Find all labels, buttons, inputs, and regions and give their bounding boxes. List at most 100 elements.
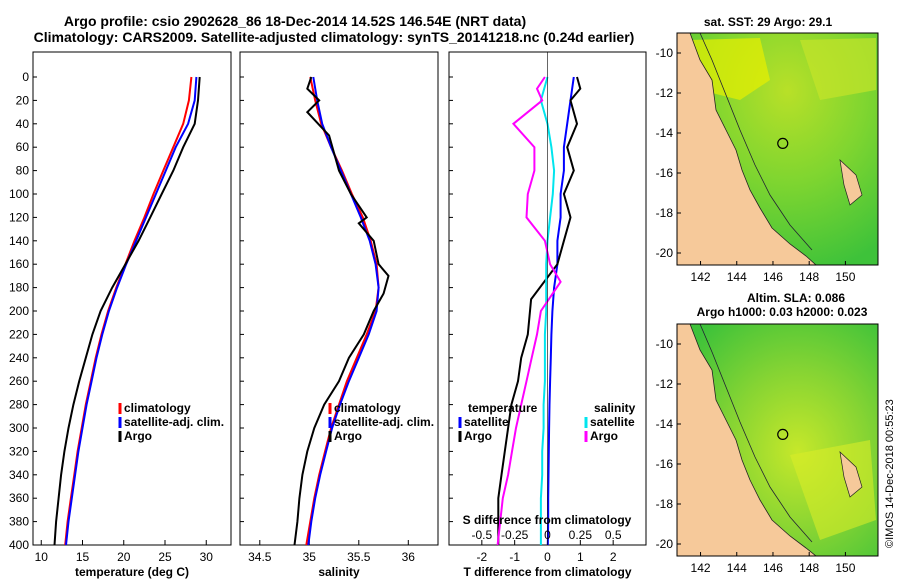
sst-map-lon-tick-label: 144 [727,270,747,284]
sst-reef-island [839,159,863,206]
differences-x-tick-label: 2 [610,550,617,564]
depth-tick-label: 100 [9,187,29,201]
sst-map-lat-tick-label: -18 [656,206,674,220]
diff-salinity-tick-label: 0.25 [569,528,593,542]
diff-salinity-tick-label: 0 [544,528,551,542]
differences-series-temperature-satellite [546,76,575,546]
depth-tick-label: 360 [9,491,29,505]
figure-title-line-1: Argo profile: csio 2902628_86 18-Dec-201… [64,13,526,29]
sla-map-lon-tick-label: 150 [835,561,855,575]
sla-argo-position-marker [777,428,789,440]
sst-depth-contour [699,33,813,251]
legend-label: climatology [124,401,191,415]
depth-tick-label: 120 [9,210,29,224]
depth-tick-label: 160 [9,257,29,271]
legend-label: satellite-adj. clim. [124,415,224,429]
sla-map-lat-tick-label: -18 [656,497,674,511]
depth-tick-label: 0 [22,70,29,84]
salinity-frame [239,51,439,546]
depth-tick-label: 280 [9,398,29,412]
sla-map-lat-tick-label: -12 [656,377,674,391]
sla-map-lat-tick-label: -20 [656,537,674,551]
sst-map-lat-tick-label: -20 [656,246,674,260]
temperature-x-tick-label: 10 [35,550,49,564]
legend-label: Argo [334,429,362,443]
depth-tick-label: 60 [16,140,30,154]
sla-map-frame [676,323,879,557]
differences-series-temperature-argo [497,76,582,545]
depth-tick-label: 180 [9,281,29,295]
sst-map-lon-tick-label: 148 [799,270,819,284]
sla-map-lon-tick-label: 142 [691,561,711,575]
sla-map-lon-tick-label: 146 [763,561,783,575]
differences-x-tick-label: 0 [544,550,551,564]
depth-tick-label: 260 [9,374,29,388]
legend-label: Argo [124,429,152,443]
differences-x-tick-label: 1 [577,550,584,564]
diff-salinity-tick-label: 0.5 [605,528,622,542]
sla-map-title-line-2: Argo h1000: 0.03 h2000: 0.023 [697,305,868,319]
depth-tick-label: 320 [9,444,29,458]
depth-tick-label: 200 [9,304,29,318]
differences-series-salinity-satellite [539,76,556,545]
sla-map-lat-tick-label: -10 [656,337,674,351]
sla-map-title-line-1: Altim. SLA: 0.086 [747,291,845,305]
sst-map-lon-tick-label: 142 [691,270,711,284]
temperature-series-satellite-adj-clim- [65,76,198,546]
sst-map-title: sat. SST: 29 Argo: 29.1 [704,15,833,29]
temperature-series-argo [53,76,201,546]
depth-tick-label: 40 [16,117,30,131]
sla-map-lat-tick-label: -16 [656,457,674,471]
temperature-x-tick-label: 25 [158,550,172,564]
legend-label: climatology [334,401,401,415]
sst-map-lon-tick-label: 150 [835,270,855,284]
sla-map-lon-tick-label: 148 [799,561,819,575]
diff-legend-temperature-title: temperature [468,401,538,415]
difference-profile-panel: -2 -1 0 1 2T difference from climatology S di… [448,51,647,579]
temperature-x-tick-label: 20 [117,550,131,564]
differences-x-axis-label: T difference from climatology [463,565,631,579]
depth-tick-label: 340 [9,468,29,482]
figure-title-line-2: Climatology: CARS2009. Satellite-adjuste… [34,29,635,45]
diff-salinity-tick-label: -0.5 [471,528,492,542]
sst-map-lat-tick-label: -12 [656,86,674,100]
salinity-x-tick-label: 36 [402,550,416,564]
sst-map-lat-tick-label: -14 [656,126,674,140]
temperature-frame [32,51,232,546]
depth-tick-label: 400 [9,538,29,552]
sst-map-lat-tick-label: -10 [656,46,674,60]
salinity-x-axis-label: salinity [318,565,360,579]
sla-map-lat-tick-label: -14 [656,417,674,431]
depth-tick-label: 140 [9,234,29,248]
depth-tick-label: 220 [9,327,29,341]
depth-tick-label: 20 [16,93,30,107]
sst-map-panel: sat. SST: 29 Argo: 29.1 142 144 146 148 150 -… [656,15,879,284]
depth-tick-label: 80 [16,164,30,178]
depth-tick-label: 380 [9,515,29,529]
sla-map-panel: Altim. SLA: 0.086 Argo h1000: 0.03 h2000… [656,291,879,575]
salinity-x-tick-label: 35 [303,550,317,564]
depth-tick-label: 240 [9,351,29,365]
temperature-x-axis-label: temperature (deg C) [75,565,189,579]
salinity-x-tick-label: 35.5 [347,550,371,564]
sst-map-lon-tick-label: 146 [763,270,783,284]
legend-label: satellite-adj. clim. [334,415,434,429]
differences-series-salinity-argo [496,76,562,546]
sst-map-frame [676,32,879,266]
temperature-x-tick-label: 30 [200,550,214,564]
sla-reef-island [839,451,863,498]
diff-salinity-axis-label: S difference from climatology [463,513,632,527]
diff-legend-salinity-title: salinity [594,401,636,415]
salinity-series-climatology [305,76,380,546]
temperature-profile-panel: 10 15 20 25 30 temperature (deg C) 0 20 40 60 80 10… [9,51,232,579]
legend-label: Argo [464,429,492,443]
depth-tick-label: 300 [9,421,29,435]
temperature-x-tick-label: 15 [76,550,90,564]
salinity-profile-panel: 34.5 35 35.5 36 salinity climatologysatellite… [239,51,439,579]
sst-land-mass [677,33,817,265]
salinity-series-argo [293,76,390,546]
temperature-series-climatology [64,76,193,546]
diff-salinity-tick-label: -0.25 [501,528,529,542]
imos-watermark: ©IMOS 14-Dec-2018 00:55:23 [884,399,896,548]
